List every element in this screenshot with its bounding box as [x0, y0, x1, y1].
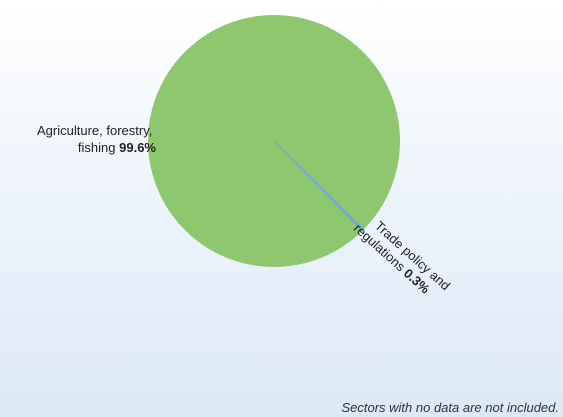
footnote: Sectors with no data are not included.: [341, 400, 559, 415]
pie-slices: [147, 14, 400, 267]
slice-label-agriculture: Agriculture, forestry, fishing 99.6%: [37, 123, 156, 155]
slice-value-agriculture: 99.6%: [119, 140, 156, 155]
slice-label-agriculture-line1: Agriculture, forestry,: [37, 123, 152, 138]
slice-label-agriculture-line2: fishing: [78, 140, 116, 155]
pie-slice-trade: [273, 140, 365, 232]
